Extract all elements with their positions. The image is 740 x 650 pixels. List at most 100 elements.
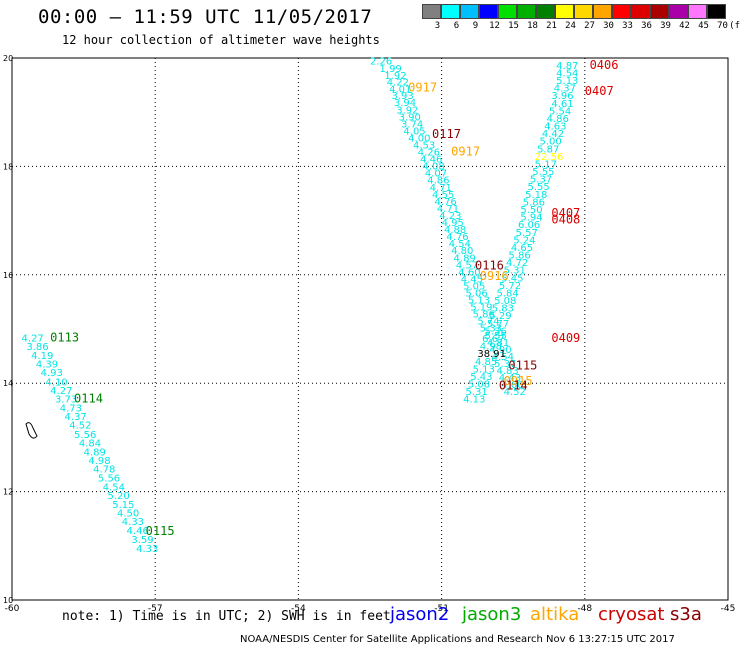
swh-value: 4.71 (430, 183, 452, 194)
x-tick-label: -57 (148, 604, 163, 614)
plot-frame (11, 57, 729, 601)
swh-value: 5.19 (470, 303, 492, 314)
swh-value: 4.50 (117, 509, 139, 520)
legend-label-18: 18 (527, 21, 538, 31)
legend-swatch-36 (631, 4, 650, 19)
legend-swatch-18 (517, 4, 536, 19)
swh-value: 4.80 (451, 246, 473, 257)
swh-value: 4.89 (84, 447, 106, 458)
swh-value: 4.60 (458, 267, 480, 278)
pass-time-label: 0409 (551, 331, 580, 345)
legend-label-21: 21 (546, 21, 557, 31)
swh-value: 5.20 (107, 491, 129, 502)
swh-value: 5.13 (473, 364, 495, 375)
swh-value: 4.52 (504, 387, 526, 398)
swh-value: 5.05 (463, 281, 485, 292)
swh-value: 22.56 (535, 152, 564, 163)
swh-value: 5.55 (532, 167, 554, 178)
x-tick-label: -60 (5, 604, 20, 614)
swh-value: 4.60 (501, 380, 523, 391)
swh-value: 4.86 (547, 114, 569, 125)
swh-value: 3.92 (396, 105, 418, 116)
swh-value: 5.84 (496, 288, 518, 299)
swh-value: 4.81 (487, 338, 509, 349)
footer-note: note: 1) Time is in UTC; 2) SWH is in fe… (62, 609, 391, 624)
swh-value: 4.13 (463, 395, 485, 406)
legend-label-24: 24 (565, 21, 576, 31)
swh-value: 4.54 (556, 68, 578, 79)
footer-credit: NOAA/NESDIS Center for Satellite Applica… (240, 634, 675, 645)
y-tick-label: 14 (3, 379, 13, 388)
mission-altika: altika (530, 604, 580, 625)
swh-value: 5.18 (525, 190, 547, 201)
legend-label-36: 36 (641, 21, 652, 31)
swh-value: 5.74 (477, 317, 499, 328)
swh-value: 4.01 (389, 85, 411, 96)
x-tick-label: -54 (291, 604, 306, 614)
swh-value: 4.37 (65, 412, 87, 423)
island-outline (25, 422, 38, 439)
legend-swatch-12 (479, 4, 498, 19)
swh-value: 5.45 (501, 273, 523, 284)
swh-value: 4.05 (403, 126, 425, 137)
swh-value: 4.85 (475, 357, 497, 368)
swh-value: 5.00 (539, 137, 561, 148)
swh-value: 4.95 (442, 218, 464, 229)
legend-swatch-39 (650, 4, 669, 19)
swh-value: 5.29 (489, 311, 511, 322)
swh-value: 4.23 (439, 211, 461, 222)
legend-swatch-15 (498, 4, 517, 19)
legend-swatch-3 (422, 4, 441, 19)
y-tick-label: 10 (3, 596, 13, 605)
swh-value: 5.13 (556, 76, 578, 87)
swh-value: 5.86 (473, 310, 495, 321)
swh-value: 3.94 (394, 98, 416, 109)
swh-value: 5.50 (520, 205, 542, 216)
swh-value: 4.33 (122, 517, 144, 528)
swh-value: 5.55 (528, 182, 550, 193)
legend-swatch-30 (593, 4, 612, 19)
swh-value: 4.42 (542, 129, 564, 140)
chart-subtitle: 12 hour collection of altimeter wave hei… (62, 33, 380, 47)
swh-value: 4.63 (544, 122, 566, 133)
pass-time-label: 0114 (74, 392, 103, 406)
swh-value: 5.55 (485, 331, 507, 342)
swh-value: 5.86 (508, 251, 530, 262)
legend-label-15: 15 (508, 21, 519, 31)
swh-value: 5.36 (485, 326, 507, 337)
pass-time-label: 0915 (504, 374, 533, 388)
swh-value: 5.08 (494, 296, 516, 307)
legend-swatch-6 (441, 4, 460, 19)
swh-value: 4.89 (454, 253, 476, 264)
x-tick-label: -48 (577, 604, 592, 614)
swh-value: 4.39 (36, 359, 58, 370)
y-tick-label: 18 (3, 162, 13, 171)
swh-value: 4.76 (446, 232, 468, 243)
pass-time-label: 0407 (585, 84, 614, 98)
y-tick-label: 16 (3, 271, 13, 280)
legend-label-70: 70 (717, 21, 728, 31)
pass-time-label: 0114 (499, 379, 528, 393)
swh-value: 5.94 (520, 213, 542, 224)
swh-value: 5.56 (74, 430, 96, 441)
swh-value: 5.56 (98, 473, 120, 484)
swh-value: 4.46 (127, 526, 149, 537)
legend-label-27: 27 (584, 21, 595, 31)
legend-label-12: 12 (489, 21, 500, 31)
swh-value: 5.86 (523, 197, 545, 208)
swh-value: 5.57 (516, 228, 538, 239)
swh-value: 5.08 (468, 380, 490, 391)
swh-value: 4.65 (511, 243, 533, 254)
swh-value: 3.74 (401, 119, 423, 130)
swh-value: 5.83 (492, 304, 514, 315)
swh-value: 4.46 (420, 155, 442, 166)
legend-swatch-24 (555, 4, 574, 19)
swh-value: 5.43 (470, 372, 492, 383)
pass-time-label: 0113 (50, 330, 79, 344)
swh-value: 4.54 (449, 239, 471, 250)
swh-value: 5.13 (468, 296, 490, 307)
swh-value: 4.19 (31, 351, 53, 362)
swh-value: 3.90 (399, 112, 421, 123)
swh-value: 5.06 (465, 288, 487, 299)
